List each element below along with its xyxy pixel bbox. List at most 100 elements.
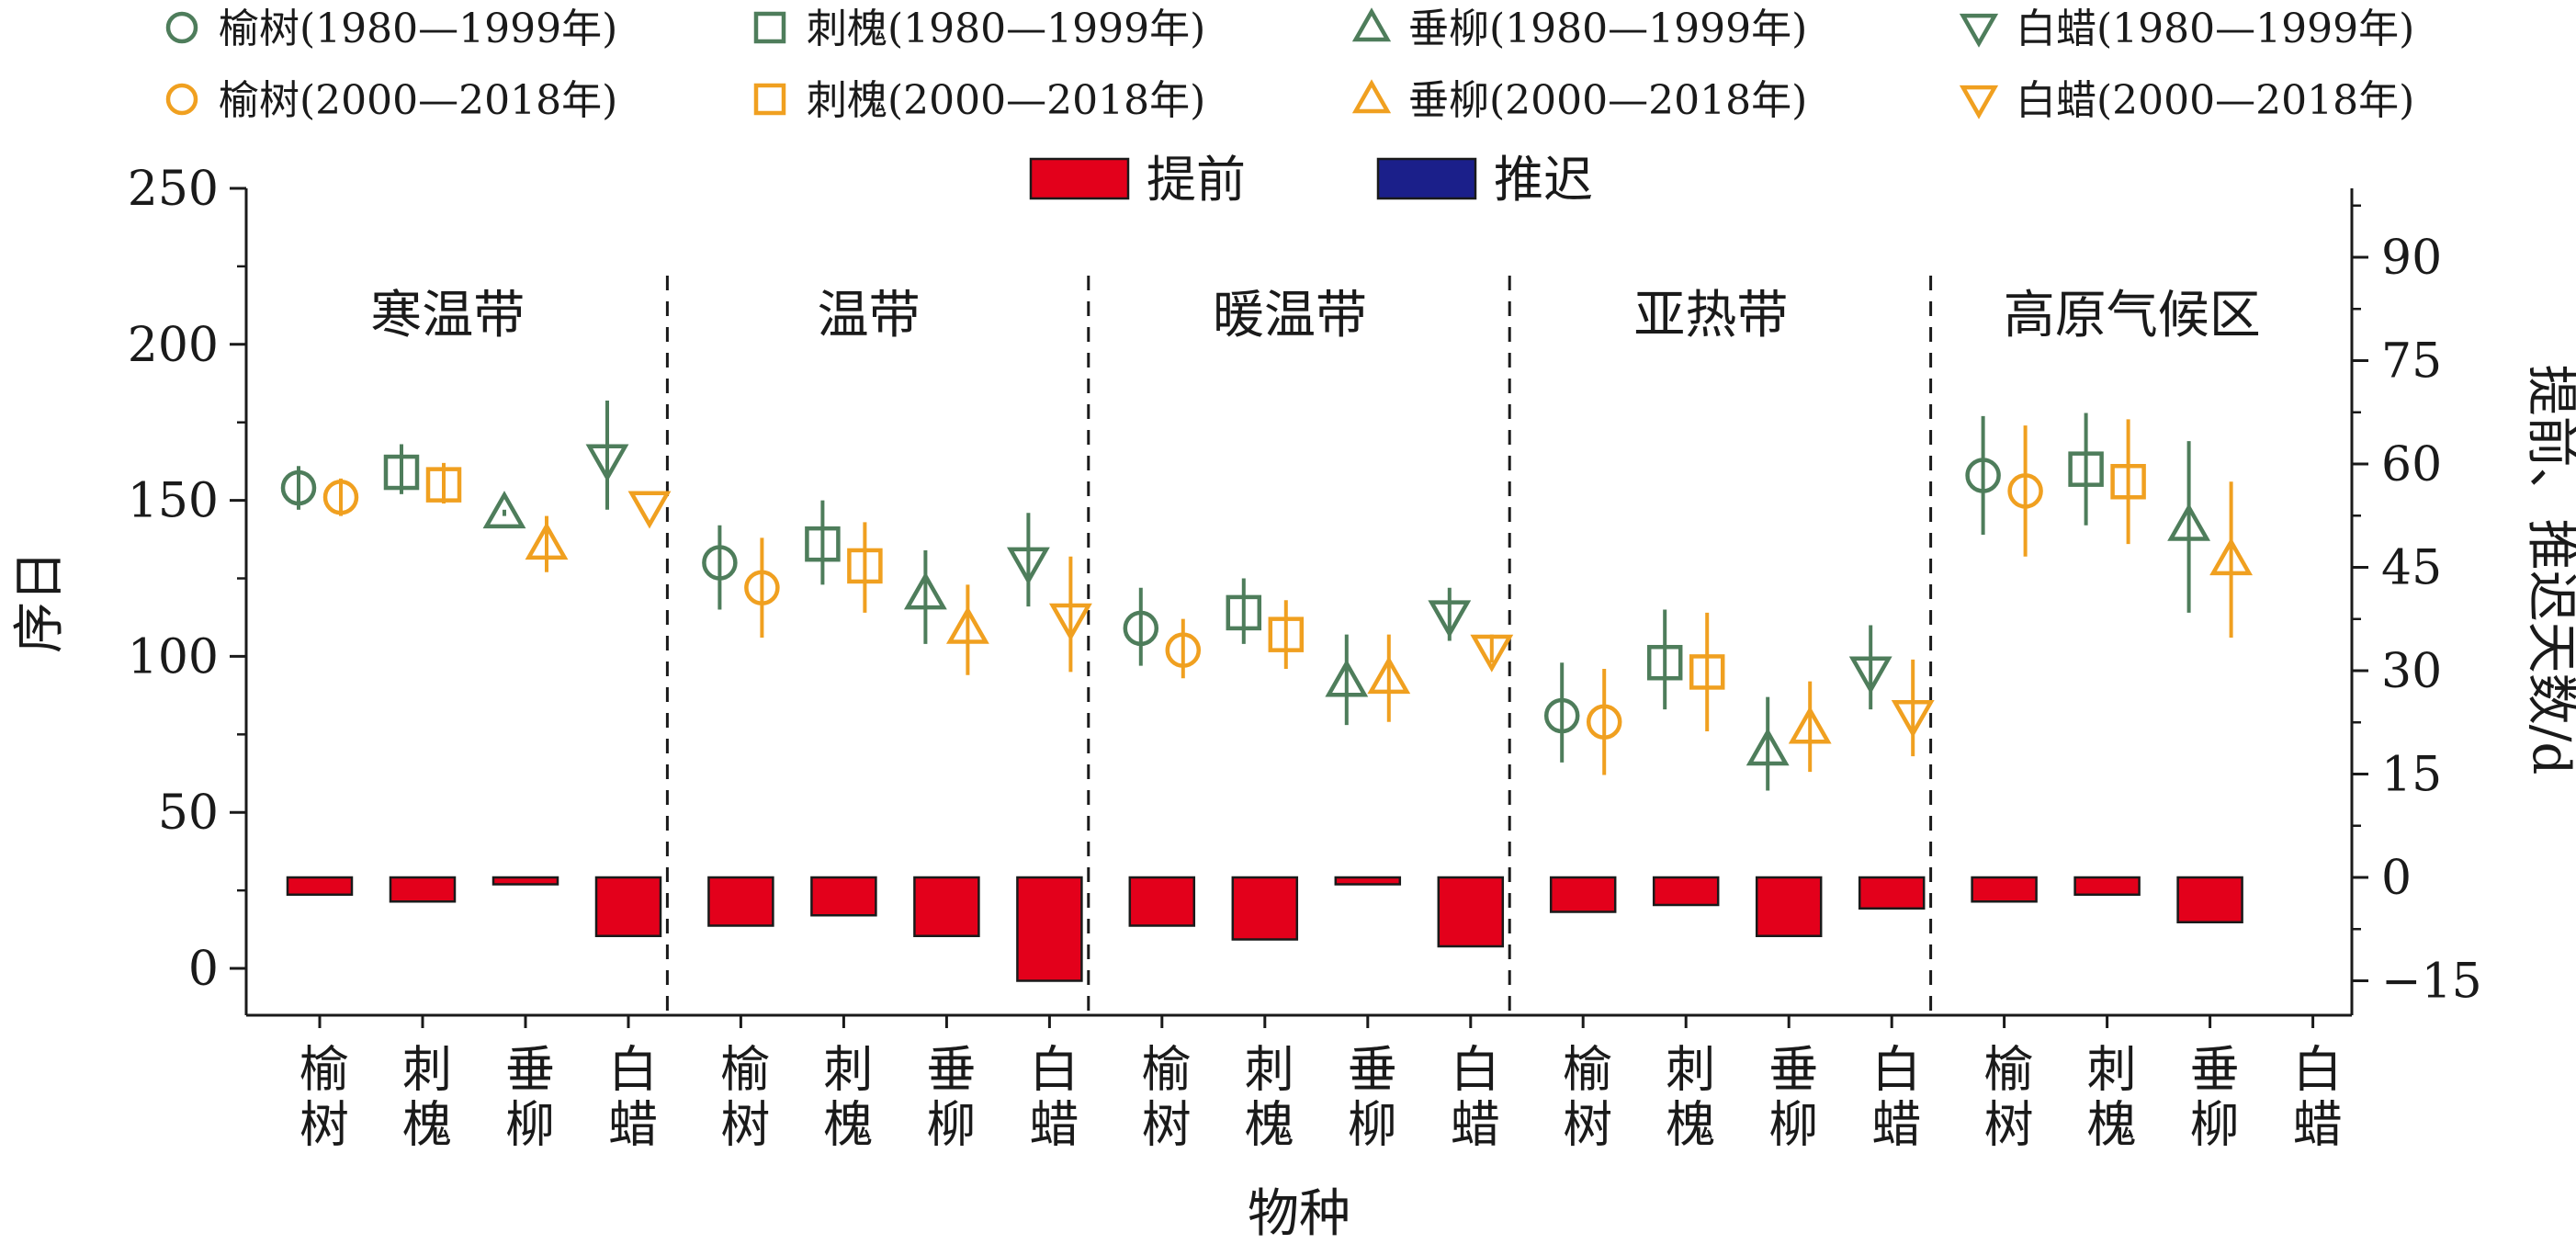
right-tick-label: −15 [2381, 955, 2482, 1010]
change-bar [1128, 876, 1196, 927]
x-axis-title: 物种 [1248, 1184, 1350, 1244]
species-label: 垂柳 [1760, 1043, 1818, 1153]
legend-marker [753, 83, 786, 116]
legend-label: 白蜡(1980—1999年) [2016, 6, 2414, 52]
data-point-marker [1965, 458, 2001, 493]
legend-marker [165, 11, 198, 44]
species-label: 刺槐 [394, 1043, 452, 1153]
right-tick-label: 30 [2381, 644, 2442, 699]
legend-label: 垂柳(1980—1999年) [1408, 6, 1807, 52]
change-bar [1231, 876, 1299, 941]
data-point-marker [847, 548, 883, 584]
change-bar [1652, 876, 1720, 907]
species-label: 白蜡 [2284, 1043, 2342, 1153]
data-point-marker [1367, 656, 1411, 695]
data-point-marker [1226, 594, 1262, 631]
change-bar [1549, 876, 1617, 913]
right-tick-label: 45 [2381, 541, 2442, 596]
data-point-marker [2110, 463, 2146, 500]
species-label: 榆树 [1133, 1043, 1191, 1153]
legend-marker [1959, 13, 1999, 48]
species-label: 刺槐 [2078, 1043, 2136, 1153]
data-point-marker [1165, 632, 1202, 668]
right-tick-label: 15 [2381, 748, 2442, 803]
legend-marker [165, 83, 198, 116]
change-bar [1334, 876, 1402, 886]
left-tick-label: 50 [158, 786, 219, 841]
change-bar [1755, 876, 1823, 937]
change-bar [491, 876, 559, 886]
legend-marker [753, 11, 786, 44]
legend-label: 白蜡(2000—2018年) [2016, 77, 2414, 124]
legend-bar-swatch [1376, 157, 1477, 200]
data-point-marker [1268, 616, 1305, 652]
change-bar [1437, 876, 1505, 948]
legend-marker [1959, 85, 1999, 119]
data-point-marker [2068, 451, 2104, 487]
data-point-marker [805, 526, 841, 562]
left-y-axis: 0 50 100 150 200 250 [128, 162, 246, 997]
change-bar [2176, 876, 2243, 923]
data-point-marker [1543, 697, 1580, 734]
data-point-marker [945, 605, 989, 644]
species-label: 垂柳 [1339, 1043, 1396, 1153]
left-tick-label: 0 [188, 942, 219, 997]
change-bar [1858, 876, 1926, 910]
left-tick-label: 100 [128, 629, 219, 684]
species-label: 榆树 [712, 1043, 770, 1153]
change-bar [913, 876, 980, 937]
data-point-marker [1428, 600, 1472, 639]
left-axis-title: 序日 [10, 550, 70, 653]
zone-label: 高原气候区 [2004, 286, 2261, 345]
species-label: 榆树 [1554, 1043, 1612, 1153]
legend-label: 垂柳(2000—2018年) [1408, 77, 1807, 124]
change-bar [594, 876, 662, 937]
species-label: 白蜡 [1863, 1043, 1921, 1153]
data-point-marker [322, 479, 359, 515]
data-point-marker [627, 491, 672, 529]
species-label: 刺槐 [1236, 1043, 1294, 1153]
data-point-marker [482, 491, 526, 529]
right-y-axis: −15 0 15 30 45 60 75 90 [2352, 204, 2482, 1010]
change-bar [1016, 876, 1083, 982]
data-point-marker [2209, 537, 2254, 576]
left-tick-label: 200 [128, 318, 219, 373]
data-point-marker [702, 545, 738, 581]
data-point-marker [1848, 656, 1892, 695]
change-bar [389, 876, 457, 903]
zone-label: 温带 [818, 286, 921, 345]
species-label: 刺槐 [1657, 1043, 1715, 1153]
data-point-marker [1006, 547, 1050, 585]
legend-label: 榆树(2000—2018年) [219, 77, 617, 124]
species-label: 垂柳 [918, 1043, 976, 1153]
data-point-marker [1891, 700, 1935, 739]
left-tick-label: 150 [128, 474, 219, 529]
legend: 榆树(1980—1999年) 刺槐(1980—1999年) 垂柳(1980—1999… [165, 6, 2414, 209]
species-label: 榆树 [291, 1043, 349, 1153]
right-tick-label: 60 [2381, 437, 2442, 492]
legend-bar-label: 提前 [1147, 151, 1246, 209]
right-tick-label: 0 [2381, 851, 2412, 906]
left-tick-label: 250 [128, 162, 219, 217]
species-label: 垂柳 [2181, 1043, 2239, 1153]
data-point-marker [1788, 706, 1832, 744]
data-point-marker [525, 522, 569, 560]
data-point-marker [585, 444, 629, 482]
legend-bar-swatch [1029, 157, 1130, 200]
data-point-marker [1689, 654, 1725, 690]
change-bar [2073, 876, 2141, 896]
legend-label: 榆树(1980—1999年) [219, 6, 617, 52]
data-point-marker [1470, 634, 1514, 673]
data-point-marker [1123, 610, 1159, 647]
data-point-marker [280, 469, 317, 506]
plot-area: 寒温带 温带 暖温带 亚热带 高原气候区 [244, 188, 2354, 1017]
right-tick-label: 75 [2381, 334, 2442, 390]
species-label: 白蜡 [600, 1043, 658, 1153]
zone-label: 寒温带 [370, 286, 525, 345]
right-axis-title: 提前、推迟天数/d [2521, 365, 2576, 775]
data-point-marker [903, 571, 947, 610]
species-label: 刺槐 [815, 1043, 873, 1153]
species-label: 榆树 [1975, 1043, 2033, 1153]
data-point-marker [1586, 704, 1622, 741]
